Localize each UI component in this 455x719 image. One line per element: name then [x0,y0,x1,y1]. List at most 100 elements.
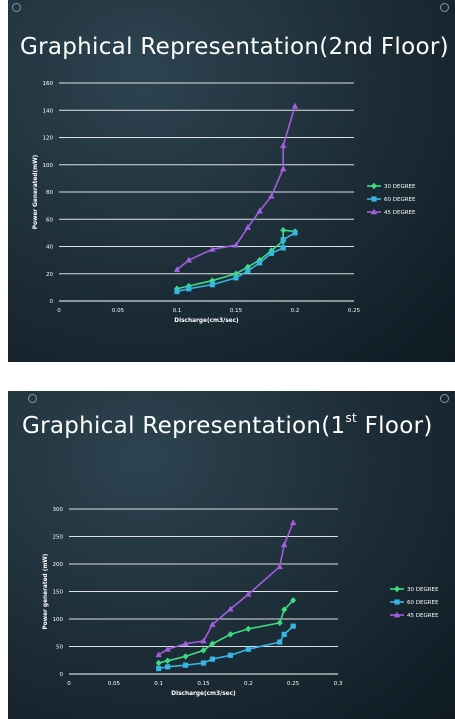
data-point [276,563,283,570]
x-tick-label: 0.1 [173,308,182,314]
x-tick-label: 0.25 [348,308,361,314]
data-point [245,268,251,274]
data-point [233,275,239,281]
legend-label: 60 DEGREE [384,197,416,203]
y-tick-label: 100 [43,163,54,169]
data-point [200,660,207,666]
series-60-degree [156,623,296,672]
data-point [280,237,286,243]
x-tick-label: 0.05 [108,681,121,687]
y-tick-label: 80 [46,190,53,196]
slide-title-end: Floor) [357,413,433,439]
data-point [200,647,207,654]
x-tick-label: 0.3 [334,681,343,687]
data-point [276,619,283,627]
data-point [268,250,274,256]
data-point [200,637,207,644]
data-point [245,625,252,633]
series-45-degree [173,102,299,273]
y-tick-label: 250 [53,535,64,541]
data-point [182,640,189,647]
data-point [186,286,192,292]
series-line [158,599,294,664]
data-point [174,288,180,295]
corner-ring-icon [440,3,449,12]
series-line [158,625,294,670]
x-tick-label: 0.05 [112,308,125,314]
y-tick-label: 40 [46,245,53,251]
y-axis-label: Power Generated(mW) [33,154,39,229]
data-point [257,260,263,266]
corner-ring-icon [28,394,37,403]
legend-marker [394,585,400,593]
data-point [156,665,162,672]
x-tick-label: 0.15 [230,308,243,314]
data-point [280,165,287,172]
legend-label: 60 DEGREE [407,600,439,606]
data-point [280,226,287,234]
data-point [155,651,162,658]
data-point [209,656,216,662]
data-point [164,657,171,664]
y-tick-label: 0 [60,672,64,678]
legend-marker [370,208,378,215]
data-point [280,142,287,149]
legend-marker [393,611,401,618]
series-line [176,105,296,271]
x-tick-label: 0.2 [244,681,253,687]
y-tick-label: 100 [53,617,64,623]
line-chart: 0 20 40 60 80 100 120 140 160 0 0.05 0.1 0.15 0.2 0.25… [33,81,416,324]
x-tick-label: 0 [67,681,71,687]
series-line [176,229,296,290]
y-tick-label: 50 [56,645,63,651]
data-point [182,662,189,668]
series-line [176,232,296,293]
x-tick-label: 0.25 [287,681,300,687]
data-point [290,623,296,629]
y-tick-label: 0 [50,299,54,305]
slide-title: Graphical Representation(1st Floor) [22,411,433,439]
y-tick-label: 60 [46,217,53,223]
series-30-degree [174,226,298,292]
data-point [277,639,283,645]
y-tick-label: 140 [43,108,54,114]
legend-label: 30 DEGREE [407,587,439,593]
data-point [227,652,233,658]
x-axis-label: Discharge(cm3/sec) [174,318,239,324]
series-60-degree [174,230,298,295]
slide-title: Graphical Representation(2nd Floor) [20,34,449,60]
slide-title-superscript: st [345,411,358,426]
x-tick-label: 0.15 [197,681,210,687]
slide-title-main: Graphical Representation(1 [22,413,346,439]
y-tick-label: 160 [43,81,54,87]
data-point [209,245,216,252]
data-point [173,266,181,273]
data-point [244,224,251,230]
slide-1st-floor: Graphical Representation(1st Floor) 0 50 1… [8,391,455,719]
data-point [289,519,297,526]
data-point [291,102,299,109]
data-point [185,256,192,263]
series-45-degree [155,519,297,658]
data-point [209,621,216,627]
x-tick-label: 0.2 [291,308,300,314]
y-tick-label: 150 [53,590,64,596]
data-point [227,631,234,638]
legend-marker [371,182,377,190]
data-point [165,664,171,670]
data-point [292,230,298,236]
legend-marker [371,196,377,202]
data-point [245,590,252,597]
y-tick-label: 20 [46,272,53,278]
data-point [280,245,286,251]
y-tick-label: 200 [53,562,64,568]
data-point [164,645,171,652]
corner-ring-icon [440,394,449,403]
legend-label: 45 DEGREE [384,210,416,216]
data-point [227,605,234,612]
slide-2nd-floor: Graphical Representation(2nd Floor) 0 20 4… [8,0,455,362]
y-tick-label: 300 [53,507,64,513]
legend-label: 45 DEGREE [407,613,439,619]
y-tick-label: 120 [43,136,54,142]
line-chart: 0 50 100 150 200 250 300 0 0.05 0.1 0.15 0.2 0.25 0.3… [43,507,439,697]
